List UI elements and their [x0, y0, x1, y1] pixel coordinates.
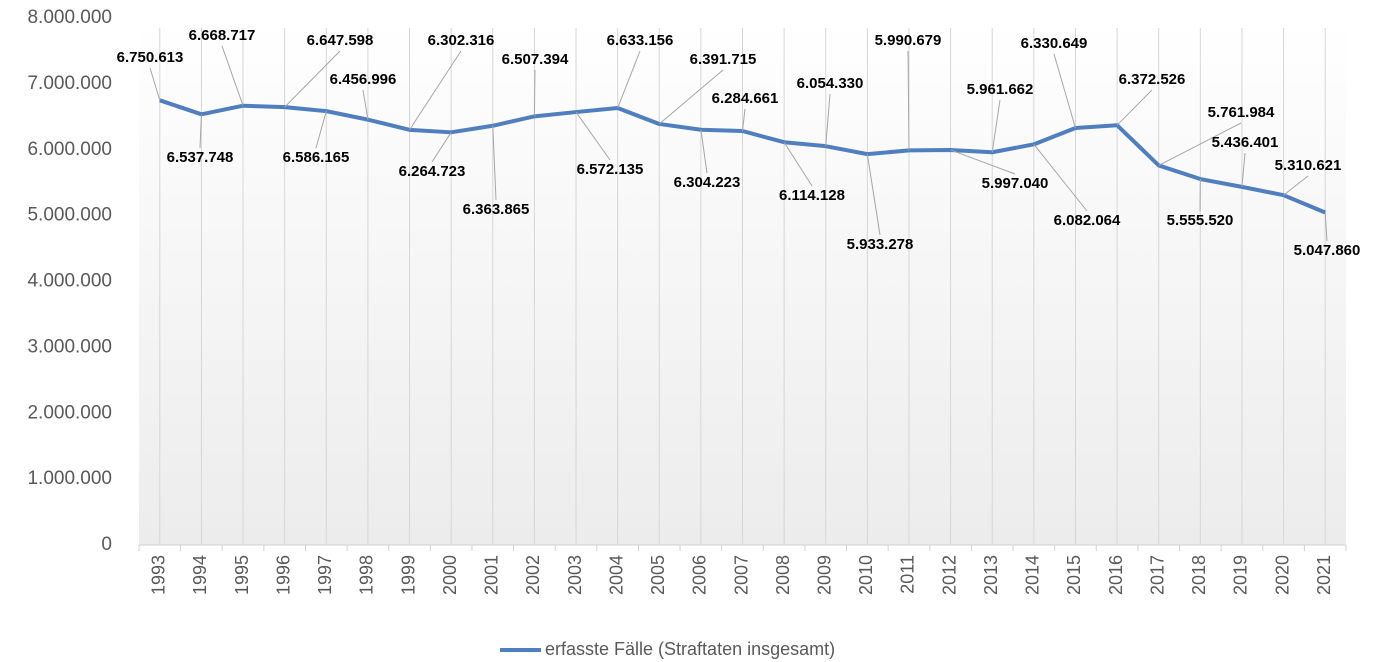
- data-label: 6.456.996: [330, 71, 397, 88]
- data-label: 5.990.679: [875, 32, 942, 49]
- leader-line: [1324, 212, 1328, 242]
- y-tick-label: 3.000.000: [27, 336, 112, 357]
- leader-line: [533, 69, 536, 117]
- data-label: 6.537.748: [167, 149, 234, 166]
- data-label: 6.372.526: [1119, 71, 1186, 88]
- data-label: 6.264.723: [399, 163, 466, 180]
- data-label: 5.436.401: [1212, 134, 1279, 151]
- x-tick-label: 2015: [1064, 555, 1084, 595]
- data-label: 6.633.156: [607, 32, 674, 49]
- leader-line: [658, 69, 724, 125]
- leader-line: [431, 132, 452, 163]
- leader-line: [1053, 53, 1076, 129]
- leader-line: [950, 149, 1016, 175]
- data-label: 6.507.394: [502, 51, 569, 68]
- data-label: 5.961.662: [967, 81, 1034, 98]
- leader-line: [991, 99, 1001, 153]
- data-label: 6.750.613: [117, 49, 184, 66]
- x-tick-label: 1996: [273, 555, 293, 595]
- x-tick-label: 2011: [898, 555, 918, 594]
- x-tick-label: 2018: [1189, 555, 1209, 595]
- y-tick-label: 6.000.000: [27, 139, 112, 160]
- x-tick-label: 2008: [773, 555, 793, 595]
- x-tick-label: 1999: [398, 555, 418, 595]
- legend-label: erfasste Fälle (Straftaten insgesamt): [545, 639, 835, 659]
- data-label: 6.647.598: [307, 32, 374, 49]
- leader-line: [1283, 175, 1309, 196]
- x-tick-label: 1994: [190, 555, 210, 595]
- x-tick-label: 1997: [315, 555, 335, 595]
- leader-line: [575, 111, 611, 161]
- leader-line: [221, 45, 244, 106]
- leader-line: [783, 141, 813, 187]
- y-tick-label: 7.000.000: [27, 73, 112, 94]
- x-tick-label: 2005: [648, 555, 668, 595]
- data-label: 6.586.165: [283, 149, 350, 166]
- data-label: 6.391.715: [690, 51, 757, 68]
- x-tick-label: 2007: [731, 555, 751, 595]
- y-tick-label: 4.000.000: [27, 271, 112, 292]
- y-tick-label: 0: [101, 534, 112, 555]
- x-tick-label: 1993: [149, 555, 169, 595]
- x-tick-label: 2014: [1023, 555, 1043, 595]
- leader-line: [315, 111, 327, 149]
- x-tick-label: 2021: [1314, 555, 1334, 595]
- leader-line: [742, 108, 746, 132]
- x-tick-label: 2001: [482, 555, 502, 595]
- x-tick-label: 2006: [690, 555, 710, 595]
- data-label: 6.572.135: [577, 161, 644, 178]
- data-label: 5.310.621: [1275, 157, 1342, 174]
- leader-line: [1158, 122, 1242, 166]
- leader-line: [907, 50, 910, 151]
- leader-line: [199, 114, 202, 149]
- leader-line: [1116, 89, 1153, 126]
- leader-line: [866, 154, 881, 236]
- leader-line: [149, 67, 161, 101]
- data-label: 6.330.649: [1021, 35, 1088, 52]
- x-tick-label: 2009: [814, 555, 834, 595]
- data-label: 5.933.278: [847, 236, 914, 253]
- data-label: 5.761.984: [1208, 104, 1275, 121]
- x-tick-label: 2002: [523, 555, 543, 595]
- x-tick-label: 2020: [1272, 555, 1292, 595]
- leader-line: [825, 93, 831, 147]
- leader-line: [700, 129, 708, 174]
- x-tick-label: 2012: [939, 555, 959, 595]
- leader-line: [617, 50, 641, 109]
- leader-line: [1033, 144, 1088, 212]
- leader-line: [409, 50, 462, 131]
- x-tick-label: 2017: [1147, 555, 1167, 595]
- x-tick-label: 2013: [981, 555, 1001, 595]
- data-label: 6.054.330: [797, 75, 864, 92]
- data-label: 6.668.717: [189, 27, 256, 44]
- x-tick-label: 2019: [1231, 555, 1251, 595]
- data-label: 5.047.860: [1294, 242, 1361, 259]
- x-tick-label: 1998: [357, 555, 377, 595]
- data-label: 5.997.040: [982, 175, 1049, 192]
- y-tick-label: 8.000.000: [27, 7, 112, 28]
- data-label: 6.363.865: [463, 201, 530, 218]
- y-tick-label: 5.000.000: [27, 205, 112, 226]
- leader-line: [492, 125, 497, 201]
- y-tick-label: 2.000.000: [27, 402, 112, 423]
- leader-line: [284, 50, 341, 108]
- x-tick-label: 2000: [440, 555, 460, 595]
- data-label: 5.555.520: [1167, 212, 1234, 229]
- x-tick-label: 2004: [606, 555, 626, 595]
- leader-line: [1241, 152, 1246, 187]
- data-label: 6.114.128: [779, 187, 845, 204]
- x-tick-label: 1995: [232, 555, 252, 595]
- y-tick-label: 1.000.000: [27, 468, 112, 489]
- data-label: 6.082.064: [1054, 212, 1121, 229]
- x-tick-label: 2016: [1106, 555, 1126, 595]
- data-label: 6.302.316: [428, 32, 495, 49]
- x-tick-label: 2003: [565, 555, 585, 595]
- leader-line: [362, 89, 369, 120]
- data-label: 6.284.661: [712, 90, 779, 107]
- data-label: 6.304.223: [674, 174, 741, 191]
- x-tick-label: 2010: [856, 555, 876, 595]
